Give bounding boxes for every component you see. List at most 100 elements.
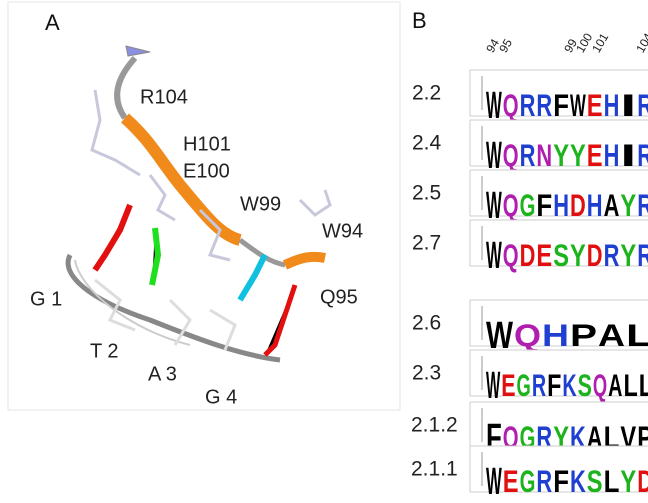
logo-letter: L bbox=[604, 464, 620, 498]
logo-letter: L bbox=[639, 368, 648, 403]
logo-letter: W bbox=[486, 83, 502, 126]
logo-letter: E bbox=[501, 368, 515, 403]
logo-frame bbox=[469, 219, 648, 267]
logo-letter: W bbox=[486, 133, 502, 176]
logo-frame bbox=[469, 401, 648, 449]
nucleotide-label: T 2 bbox=[90, 340, 119, 362]
residue-label: Q95 bbox=[320, 286, 358, 308]
position-label: 101 bbox=[589, 30, 611, 55]
logo-letter: N bbox=[536, 138, 552, 173]
logo-letter: H bbox=[553, 188, 569, 223]
logo-letter: R bbox=[637, 238, 648, 273]
residue-label: R104 bbox=[140, 86, 188, 108]
nucleotide-label: G 4 bbox=[205, 386, 237, 408]
row-label: 2.6 bbox=[412, 312, 441, 335]
logo-letter: D bbox=[570, 188, 586, 223]
nucleotide-label: A 3 bbox=[148, 363, 177, 385]
logo-frame bbox=[469, 445, 648, 493]
residue-label: W99 bbox=[240, 193, 281, 215]
molecule bbox=[65, 45, 332, 363]
logo-letter: Y bbox=[620, 464, 636, 498]
logo-letter: A bbox=[604, 188, 620, 223]
position-label: 95 bbox=[496, 36, 515, 55]
logo-letter: F bbox=[553, 88, 569, 123]
logo-letter: R bbox=[604, 238, 620, 273]
row-label: 2.2 bbox=[412, 82, 441, 105]
logo-letter: Y bbox=[570, 238, 586, 273]
logo-letter: A bbox=[608, 368, 622, 403]
logo-letter: F bbox=[536, 188, 552, 223]
logo-letter: Q bbox=[593, 368, 607, 403]
logo-letter: S bbox=[578, 368, 592, 403]
logo-letter: W bbox=[486, 459, 502, 498]
position-label: 94 bbox=[483, 36, 502, 55]
row-label: 2.3 bbox=[412, 362, 441, 385]
logo-letter: W bbox=[486, 313, 514, 356]
logo-letter: G bbox=[517, 368, 531, 403]
logo-frame bbox=[469, 349, 648, 397]
logo-frame bbox=[469, 69, 648, 117]
logo-letter: D bbox=[520, 238, 536, 273]
logo-letter: G bbox=[520, 464, 536, 498]
logo-letter: E bbox=[536, 238, 552, 273]
logo-letter: R bbox=[637, 88, 648, 123]
logo-letter: W bbox=[486, 233, 502, 276]
logo-letter: Y bbox=[553, 138, 569, 173]
logo-letter: R bbox=[520, 138, 536, 173]
logo-letter: H bbox=[587, 188, 603, 223]
logo-frame bbox=[469, 169, 648, 217]
logo-letter: H bbox=[542, 318, 569, 353]
logo-letter: L bbox=[626, 318, 648, 353]
logo-letter: F bbox=[553, 464, 569, 498]
logo-frame bbox=[469, 119, 648, 167]
logo-letter: H bbox=[604, 88, 620, 123]
logo-letter: A bbox=[598, 318, 625, 353]
logo-letter: Y bbox=[620, 238, 636, 273]
panel-label: B bbox=[412, 8, 427, 33]
residue-label: H101 bbox=[183, 133, 231, 155]
logo-letter: Y bbox=[570, 138, 586, 173]
logo-letter: D bbox=[587, 238, 603, 273]
logo-letter: W bbox=[570, 88, 586, 123]
position-label: 99 bbox=[561, 36, 580, 55]
logo-letter: E bbox=[587, 138, 603, 173]
logo-letter: Q bbox=[503, 238, 519, 273]
logo-letter: I bbox=[620, 88, 636, 123]
nucleotide-label: G 1 bbox=[30, 288, 62, 310]
logo-letter: D bbox=[637, 464, 648, 498]
residue-label: E100 bbox=[183, 160, 230, 182]
logo-letter: Y bbox=[620, 188, 636, 223]
logo-letter: R bbox=[532, 368, 546, 403]
logo-letter: S bbox=[587, 464, 603, 498]
logo-letter: W bbox=[486, 183, 502, 226]
row-label: 2.5 bbox=[412, 182, 441, 205]
logo-letter: K bbox=[562, 368, 576, 403]
logo-letter: P bbox=[570, 318, 597, 353]
logo-letter: R bbox=[637, 188, 648, 223]
logo-letter: R bbox=[536, 88, 552, 123]
logo-letter: R bbox=[637, 138, 648, 173]
logo-letter: Q bbox=[503, 188, 519, 223]
logo-frame bbox=[469, 299, 648, 347]
logo-letter: K bbox=[570, 464, 586, 498]
logo-letter: H bbox=[604, 138, 620, 173]
logo-letter: Q bbox=[503, 88, 519, 123]
logo-letter: P bbox=[637, 420, 648, 455]
logo-letter: I bbox=[620, 138, 636, 173]
logo-letter: E bbox=[503, 464, 519, 498]
logo-letter: F bbox=[547, 368, 561, 403]
logo-letter: S bbox=[553, 238, 569, 273]
row-label: 2.4 bbox=[412, 132, 442, 155]
logo-letter: Q bbox=[514, 318, 541, 353]
row-label: 2.7 bbox=[412, 232, 441, 255]
row-label: 2.1.1 bbox=[411, 458, 458, 481]
row-label: 2.1.2 bbox=[411, 414, 458, 437]
residue-label: W94 bbox=[322, 220, 363, 242]
logo-letter: W bbox=[486, 363, 501, 406]
logo-letter: Q bbox=[503, 138, 519, 173]
panel-label: A bbox=[45, 10, 60, 35]
logo-letter: L bbox=[623, 368, 637, 403]
logo-letter: R bbox=[520, 88, 536, 123]
position-label: 104 bbox=[633, 30, 648, 55]
